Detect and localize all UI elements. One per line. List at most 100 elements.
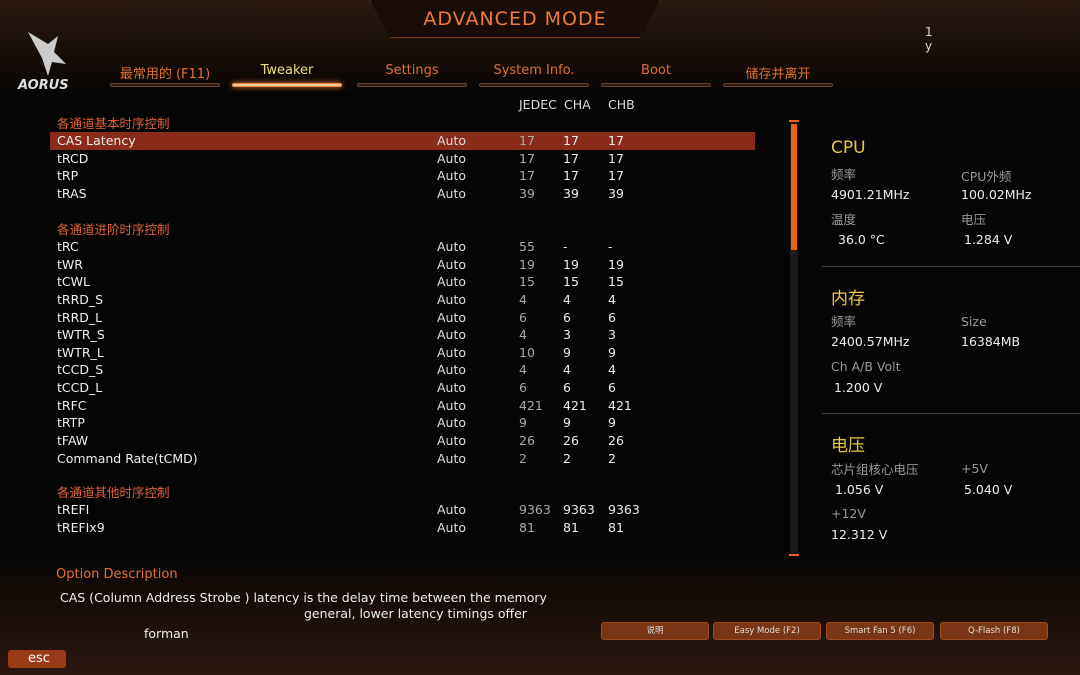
section-title: 各通道进阶时序控制 bbox=[57, 222, 170, 237]
timing-row[interactable]: Command Rate(tCMD) Auto 2 2 2 bbox=[50, 450, 755, 468]
scroll-cap bbox=[789, 554, 799, 556]
cha-value: 6 bbox=[563, 380, 571, 396]
chb-value: 15 bbox=[608, 274, 624, 290]
tab-5[interactable]: 储存并离开 bbox=[723, 63, 833, 87]
chb-value: 6 bbox=[608, 309, 616, 325]
description-line: general, lower latency timings offer bbox=[304, 606, 527, 621]
timing-row[interactable]: tWTR_S Auto 4 3 3 bbox=[50, 326, 755, 344]
corner-text: 1 bbox=[925, 25, 933, 39]
jedec-value: 17 bbox=[519, 133, 535, 148]
scrollbar[interactable] bbox=[789, 120, 799, 556]
page-title: ADVANCED MODE bbox=[423, 8, 607, 30]
option-name: tRRD_S bbox=[57, 291, 104, 307]
cha-value: 9 bbox=[563, 344, 571, 360]
option-value: Auto bbox=[437, 519, 467, 535]
jedec-value: 17 bbox=[519, 168, 535, 184]
jedec-value: 2 bbox=[519, 450, 527, 466]
timing-row[interactable]: tCCD_L Auto 6 6 6 bbox=[50, 379, 755, 397]
tab-underline bbox=[479, 83, 589, 87]
timing-row[interactable]: tREFIx9 Auto 81 81 81 bbox=[50, 519, 755, 537]
tab-label: Tweaker bbox=[260, 63, 314, 78]
timing-row[interactable]: tRTP Auto 9 9 9 bbox=[50, 414, 755, 432]
timing-row[interactable]: tCCD_S Auto 4 4 4 bbox=[50, 361, 755, 379]
timing-row[interactable]: tFAW Auto 26 26 26 bbox=[50, 432, 755, 450]
footer-background bbox=[0, 560, 1080, 675]
option-value: Auto bbox=[437, 185, 467, 201]
tab-underline bbox=[601, 83, 711, 87]
timing-row[interactable]: tRAS Auto 39 39 39 bbox=[50, 185, 755, 203]
timing-row[interactable]: CAS Latency Auto 17 17 17 bbox=[50, 132, 755, 150]
chb-value: 6 bbox=[608, 380, 616, 396]
timing-row[interactable]: tWTR_L Auto 10 9 9 bbox=[50, 344, 755, 362]
tab-underline bbox=[232, 83, 342, 87]
timing-section: 各通道基本时序控制 CAS Latency Auto 17 17 17 tRCD Auto 17… bbox=[50, 113, 755, 203]
timing-row[interactable]: tRCD Auto 17 17 17 bbox=[50, 150, 755, 168]
qflash-button[interactable]: Q-Flash (F8) bbox=[940, 622, 1048, 640]
option-name: tCCD_L bbox=[57, 380, 103, 396]
chb-value: - bbox=[608, 239, 613, 254]
title-plate bbox=[370, 0, 660, 38]
option-description-title: Option Description bbox=[56, 567, 178, 582]
memory-size-label: Size bbox=[961, 314, 987, 329]
cha-value: 4 bbox=[563, 291, 571, 307]
cha-value: 26 bbox=[563, 433, 579, 449]
smart-fan-button[interactable]: Smart Fan 5 (F6) bbox=[826, 622, 934, 640]
tab-3[interactable]: System Info. bbox=[479, 63, 589, 87]
cpu-freq: 4901.21MHz bbox=[831, 187, 910, 202]
scrollbar-thumb[interactable] bbox=[791, 124, 797, 250]
esc-button[interactable]: esc bbox=[8, 650, 66, 668]
option-name: tRFC bbox=[57, 397, 87, 413]
option-value: Auto bbox=[437, 344, 467, 360]
option-name: tRC bbox=[57, 239, 79, 254]
memory-freq-label: 频率 bbox=[831, 314, 857, 329]
option-name: tWR bbox=[57, 256, 83, 272]
tab-2[interactable]: Settings bbox=[357, 63, 467, 87]
option-value: Auto bbox=[437, 274, 467, 290]
option-value: Auto bbox=[437, 256, 467, 272]
chb-value: 17 bbox=[608, 150, 624, 166]
tab-label: Boot bbox=[641, 63, 671, 78]
cpu-freq-label: 频率 bbox=[831, 167, 857, 182]
cha-value: 2 bbox=[563, 450, 571, 466]
option-value: Auto bbox=[437, 362, 467, 378]
chb-value: 81 bbox=[608, 519, 624, 535]
cha-value: 39 bbox=[563, 185, 579, 201]
option-value: Auto bbox=[437, 291, 467, 307]
tab-4[interactable]: Boot bbox=[601, 63, 711, 87]
easy-mode-button[interactable]: Easy Mode (F2) bbox=[713, 622, 821, 640]
jedec-value: 4 bbox=[519, 362, 527, 378]
jedec-value: 9 bbox=[519, 415, 527, 431]
tab-label: Settings bbox=[385, 63, 439, 78]
timing-row[interactable]: tREFI Auto 9363 9363 9363 bbox=[50, 501, 755, 519]
memory-volt: 1.200 V bbox=[834, 380, 883, 395]
chipset-volt-label: 芯片组核心电压 bbox=[831, 462, 919, 477]
cpu-title: CPU bbox=[831, 138, 866, 158]
tab-1[interactable]: Tweaker bbox=[232, 63, 342, 87]
description-line: CAS (Column Address Strobe ) latency is … bbox=[60, 590, 547, 605]
timing-row[interactable]: tRC Auto 55 - - bbox=[50, 238, 755, 256]
timing-row[interactable]: tRRD_L Auto 6 6 6 bbox=[50, 309, 755, 327]
timing-row[interactable]: tCWL Auto 15 15 15 bbox=[50, 273, 755, 291]
logo-text: AORUS bbox=[18, 78, 69, 93]
option-name: tRRD_L bbox=[57, 309, 103, 325]
tab-0[interactable]: 最常用的 (F11) bbox=[110, 63, 220, 87]
v12-label: +12V bbox=[831, 506, 866, 521]
chb-value: 9363 bbox=[608, 502, 640, 517]
option-name: tWTR_L bbox=[57, 344, 104, 360]
cha-value: 17 bbox=[563, 133, 579, 148]
chb-value: 17 bbox=[608, 168, 624, 184]
timing-row[interactable]: tRP Auto 17 17 17 bbox=[50, 167, 755, 185]
timing-row[interactable]: tRRD_S Auto 4 4 4 bbox=[50, 291, 755, 309]
jedec-value: 10 bbox=[519, 344, 535, 360]
timing-row[interactable]: tWR Auto 19 19 19 bbox=[50, 256, 755, 274]
option-value: Auto bbox=[437, 380, 467, 396]
help-button[interactable]: 说明 bbox=[601, 622, 709, 640]
cpu-bclk: 100.02MHz bbox=[961, 187, 1032, 202]
tab-label: System Info. bbox=[493, 63, 575, 78]
option-value: Auto bbox=[437, 502, 467, 517]
option-value: Auto bbox=[437, 397, 467, 413]
timing-row[interactable]: tRFC Auto 421 421 421 bbox=[50, 397, 755, 415]
corner-text: y bbox=[925, 39, 933, 53]
column-cha: CHA bbox=[564, 97, 591, 112]
